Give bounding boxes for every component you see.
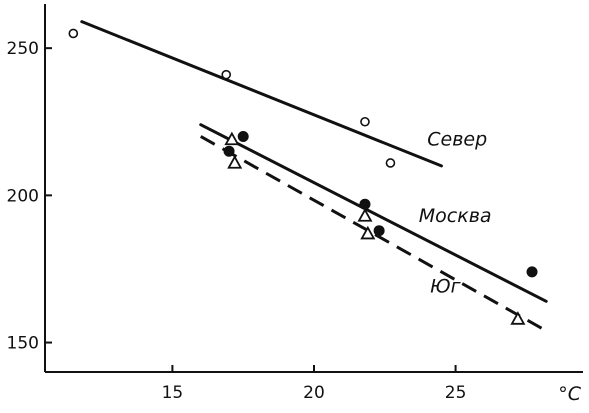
x-unit-label: °C	[558, 383, 582, 405]
y-ticks: 150 200 250	[7, 39, 52, 354]
series-label: Москва	[419, 205, 492, 227]
data-point	[385, 158, 396, 168]
series-line	[80, 20, 443, 168]
data-point	[510, 311, 526, 325]
x-tick-label: 15	[162, 383, 184, 403]
y-tick-label: 150	[7, 334, 39, 354]
data-point	[68, 28, 79, 39]
data-point	[359, 198, 371, 210]
series-label: Север	[427, 128, 487, 150]
series-2: Москва	[199, 123, 548, 303]
data-point	[360, 225, 376, 240]
data-point	[526, 266, 538, 278]
series-line	[199, 123, 548, 303]
series-1: Север	[68, 20, 487, 168]
data-point	[227, 155, 243, 169]
data-point	[221, 69, 232, 80]
series-label: Юг	[430, 276, 462, 298]
x-ticks: 15 20 25	[162, 365, 467, 403]
y-tick-label: 200	[7, 186, 39, 206]
data-point	[357, 208, 373, 222]
series-line	[200, 135, 547, 333]
axes	[44, 4, 583, 373]
data-point	[360, 116, 370, 127]
series-3: Юг	[200, 131, 547, 333]
y-tick-label: 250	[7, 39, 39, 59]
series-group: Север Москва Юг	[68, 20, 548, 333]
x-tick-label: 20	[303, 383, 325, 403]
data-point	[224, 131, 240, 146]
x-tick-label: 25	[445, 383, 467, 403]
data-point	[237, 130, 249, 142]
